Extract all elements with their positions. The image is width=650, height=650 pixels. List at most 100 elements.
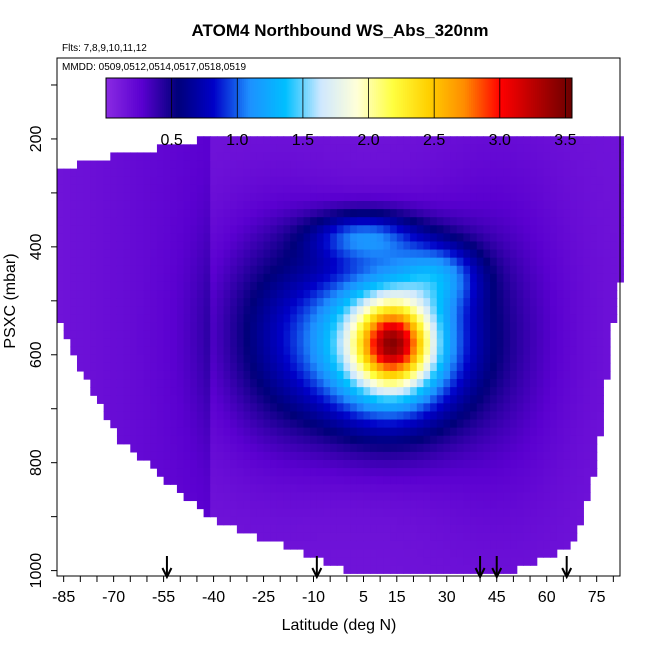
- heatmap-cell: [203, 322, 211, 332]
- colorbar-swatch: [490, 78, 493, 118]
- heatmap-cell: [163, 370, 171, 380]
- heatmap-cell: [583, 484, 591, 493]
- heatmap-cell: [316, 403, 325, 413]
- heatmap-cell: [190, 314, 198, 323]
- heatmap-cell: [370, 476, 378, 485]
- heatmap-cell: [423, 419, 431, 429]
- heatmap-cell: [503, 492, 511, 502]
- heatmap-cell: [203, 241, 211, 251]
- heatmap-cell: [343, 217, 351, 226]
- heatmap-cell: [310, 225, 318, 234]
- heatmap-cell: [390, 233, 398, 243]
- heatmap-cell: [343, 395, 351, 404]
- heatmap-cell: [330, 370, 338, 380]
- heatmap-cell: [470, 532, 478, 542]
- heatmap-cell: [483, 443, 491, 453]
- heatmap-cell: [196, 144, 205, 154]
- heatmap-cell: [243, 411, 251, 421]
- colorbar-swatch: [570, 78, 573, 118]
- heatmap-cell: [556, 290, 564, 299]
- heatmap-cell: [590, 435, 598, 445]
- chart-subtitle: Flts: 7,8,9,10,11,12: [62, 43, 147, 54]
- heatmap-cell: [530, 476, 538, 485]
- colorbar-swatch: [261, 78, 264, 118]
- heatmap-cell: [103, 265, 111, 275]
- heatmap-cell: [196, 330, 205, 340]
- heatmap-cell: [510, 176, 518, 186]
- heatmap-cell: [230, 370, 238, 380]
- heatmap-cell: [523, 168, 531, 178]
- heatmap-cell: [336, 136, 345, 145]
- heatmap-cell: [570, 492, 578, 502]
- heatmap-cell: [356, 209, 365, 218]
- heatmap-cell: [576, 435, 584, 445]
- heatmap-cell: [556, 184, 564, 194]
- heatmap-cell: [503, 322, 511, 332]
- heatmap-cell: [610, 306, 618, 315]
- heatmap-cell: [256, 476, 265, 485]
- heatmap-cell: [156, 249, 165, 259]
- heatmap-cell: [350, 184, 358, 194]
- heatmap-cell: [436, 322, 445, 332]
- heatmap-cell: [290, 346, 298, 356]
- heatmap-cell: [316, 136, 325, 145]
- heatmap-cell: [336, 200, 345, 210]
- heatmap-cell: [503, 298, 511, 307]
- heatmap-cell: [296, 508, 305, 518]
- heatmap-cell: [330, 225, 338, 234]
- heatmap-cell: [576, 468, 584, 477]
- heatmap-cell: [263, 322, 271, 332]
- heatmap-cell: [250, 273, 258, 283]
- heatmap-cell: [476, 354, 485, 364]
- heatmap-cell: [190, 257, 198, 267]
- y-tick-label: 200: [28, 125, 45, 152]
- heatmap-cell: [556, 451, 564, 461]
- heatmap-cell: [490, 403, 498, 413]
- heatmap-cell: [230, 379, 238, 388]
- heatmap-cell: [456, 314, 465, 323]
- heatmap-cell: [536, 136, 544, 145]
- heatmap-cell: [463, 362, 471, 372]
- heatmap-cell: [263, 200, 271, 210]
- heatmap-cell: [570, 379, 578, 388]
- heatmap-cell: [103, 298, 111, 307]
- heatmap-cell: [376, 419, 385, 429]
- heatmap-cell: [270, 176, 278, 186]
- heatmap-cell: [450, 200, 458, 210]
- heatmap-cell: [563, 484, 571, 493]
- heatmap-cell: [243, 346, 251, 356]
- heatmap-cell: [383, 241, 391, 251]
- heatmap-cell: [423, 427, 431, 437]
- heatmap-cell: [350, 500, 358, 510]
- heatmap-cell: [150, 192, 158, 202]
- heatmap-cell: [276, 306, 285, 315]
- heatmap-cell: [603, 306, 611, 315]
- heatmap-cell: [490, 516, 498, 526]
- heatmap-cell: [243, 168, 251, 178]
- heatmap-cell: [283, 500, 291, 510]
- heatmap-cell: [270, 241, 278, 251]
- heatmap-cell: [563, 168, 571, 178]
- heatmap-cell: [556, 136, 564, 145]
- heatmap-cell: [123, 152, 131, 162]
- heatmap-cell: [516, 435, 524, 445]
- heatmap-cell: [130, 362, 138, 372]
- heatmap-cell: [236, 500, 245, 510]
- heatmap-cell: [183, 249, 191, 259]
- heatmap-cell: [416, 508, 425, 518]
- heatmap-cell: [170, 403, 178, 413]
- heatmap-cell: [336, 298, 345, 307]
- heatmap-cell: [510, 532, 518, 542]
- colorbar-swatch: [129, 78, 132, 118]
- colorbar-swatch: [154, 78, 157, 118]
- heatmap-cell: [336, 427, 345, 437]
- heatmap-cell: [550, 281, 558, 291]
- heatmap-cell: [370, 411, 378, 421]
- heatmap-cell: [76, 249, 85, 259]
- heatmap-cell: [596, 241, 604, 251]
- heatmap-cell: [416, 233, 425, 243]
- heatmap-cell: [163, 362, 171, 372]
- heatmap-cell: [110, 419, 118, 429]
- heatmap-cell: [176, 354, 185, 364]
- heatmap-cell: [443, 338, 451, 348]
